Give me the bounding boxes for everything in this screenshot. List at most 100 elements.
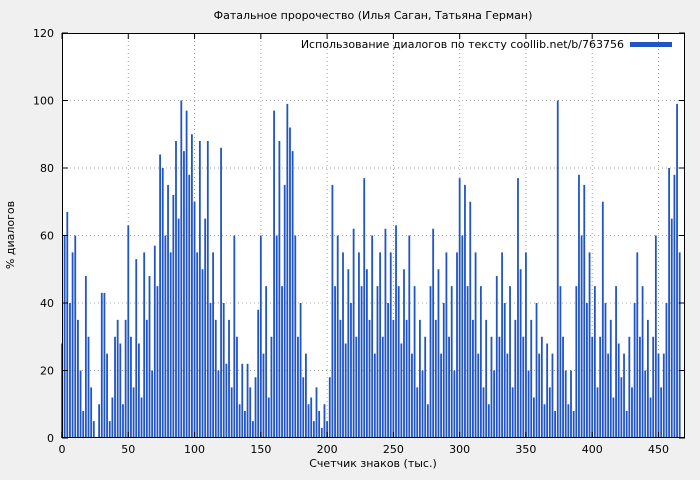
bar: [596, 387, 599, 439]
bar: [206, 141, 209, 438]
bar: [498, 336, 501, 438]
bar: [418, 319, 421, 439]
bar: [456, 252, 458, 439]
bar: [249, 387, 252, 439]
bar: [617, 343, 620, 438]
bar: [119, 343, 122, 438]
bar: [479, 286, 482, 439]
bar: [169, 252, 172, 439]
bar: [432, 228, 435, 438]
bar: [445, 252, 448, 439]
bar: [578, 174, 580, 438]
plot-border: [62, 33, 685, 438]
bar: [424, 336, 427, 438]
bar: [63, 235, 66, 438]
bar: [517, 178, 519, 439]
bar: [487, 404, 490, 438]
bar: [580, 235, 583, 438]
bar: [108, 421, 111, 439]
bar: [511, 387, 514, 439]
bar: [379, 252, 382, 439]
y-tick-label: 0: [47, 432, 54, 445]
bar: [201, 269, 204, 438]
y-tick-label: 80: [40, 162, 54, 175]
bar: [503, 303, 506, 438]
bar: [437, 269, 440, 438]
bar: [564, 370, 567, 438]
bar: [461, 235, 464, 438]
bar: [434, 319, 437, 439]
bar: [143, 252, 146, 439]
bar: [167, 184, 169, 439]
bar: [310, 397, 313, 438]
bar: [246, 363, 249, 438]
bar: [514, 319, 517, 439]
bar: [84, 276, 87, 438]
bar: [426, 404, 429, 438]
bar: [448, 336, 450, 438]
bar: [127, 225, 130, 439]
bar: [175, 141, 177, 438]
bar: [429, 286, 432, 439]
bar: [604, 303, 607, 438]
bar: [535, 303, 538, 438]
bar: [670, 218, 673, 439]
bar: [495, 276, 498, 438]
bar: [135, 259, 138, 439]
bar: [405, 319, 408, 439]
bar: [124, 319, 127, 439]
bar: [66, 211, 69, 439]
bar: [474, 252, 477, 439]
bar: [540, 336, 543, 438]
bar: [466, 286, 469, 439]
bar: [665, 303, 668, 438]
bar: [339, 319, 342, 439]
bar: [458, 178, 461, 439]
bar: [525, 252, 527, 439]
bar: [530, 319, 533, 439]
bar: [90, 387, 93, 439]
bar: [244, 411, 246, 438]
bar: [315, 387, 318, 439]
bar: [392, 319, 395, 439]
bar: [387, 303, 389, 438]
bar: [633, 303, 636, 438]
bar: [106, 353, 108, 439]
bar: [262, 353, 265, 439]
bar: [639, 336, 641, 438]
bar: [77, 319, 79, 439]
bar: [440, 353, 442, 439]
bar: [177, 218, 180, 439]
bar: [302, 377, 305, 438]
bar: [103, 292, 106, 439]
bar: [554, 411, 556, 438]
bar: [522, 336, 525, 438]
bar: [371, 235, 374, 438]
bar: [267, 397, 270, 438]
bar: [191, 134, 193, 438]
bar: [74, 235, 77, 438]
bar: [100, 292, 103, 439]
bar: [673, 174, 676, 438]
bar: [646, 319, 649, 439]
bar: [368, 319, 371, 439]
bar: [421, 370, 424, 438]
bar: [220, 147, 222, 438]
bar: [352, 228, 355, 438]
bar: [164, 235, 167, 438]
bar: [204, 218, 207, 439]
bar: [254, 377, 257, 438]
bar: [233, 235, 236, 438]
bar: [395, 225, 397, 439]
bar: [151, 370, 154, 438]
bar: [270, 336, 273, 438]
bar: [145, 319, 148, 439]
legend-label: Использование диалогов по тексту coollib…: [301, 38, 624, 51]
bar: [493, 370, 496, 438]
bar: [214, 319, 217, 439]
bar: [575, 286, 578, 439]
x-axis-label: Счетчик знаков (тыс.): [309, 457, 437, 470]
bar: [620, 377, 623, 438]
bar: [678, 252, 681, 439]
